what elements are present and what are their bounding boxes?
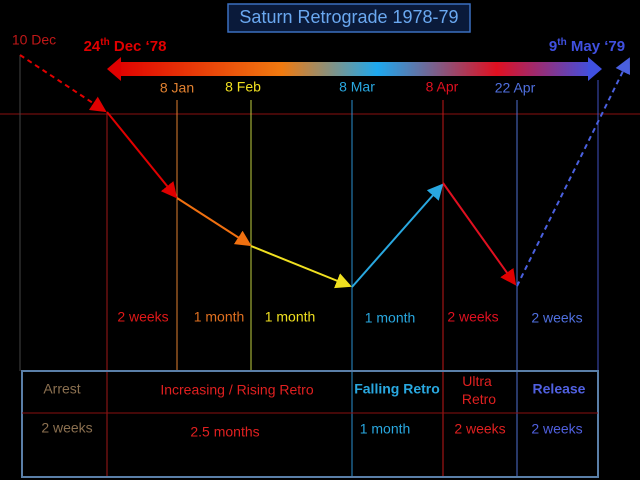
retro-span-bar	[115, 62, 592, 76]
word: Retro	[458, 391, 496, 407]
table-cell: Release	[533, 381, 586, 397]
day: 24	[84, 38, 101, 55]
title-box	[227, 3, 471, 33]
arrow-head	[107, 57, 121, 81]
date-lines	[19, 55, 599, 477]
motion-path	[19, 54, 630, 289]
suffix: th	[557, 37, 566, 48]
table-cell: Ultra Retro	[458, 373, 496, 407]
station-direct-label: 9th May ‘79	[549, 37, 625, 55]
date-label: 22 Apr	[495, 80, 536, 96]
arrow-head	[588, 57, 602, 81]
duration-label: 1 month	[365, 310, 416, 326]
table-cell: Falling Retro	[354, 381, 440, 397]
table-cell: 2.5 months	[190, 424, 259, 440]
table-cell: 1 month	[360, 421, 411, 437]
date-label: 8 Mar	[339, 79, 375, 95]
suffix: th	[100, 37, 109, 48]
table-cell: 2 weeks	[531, 421, 582, 437]
duration-label: 1 month	[194, 309, 245, 325]
start-label: 10 Dec	[12, 32, 56, 48]
table-cell: 2 weeks	[41, 420, 92, 436]
rest: Dec ‘78	[110, 38, 167, 55]
date-label: 8 Feb	[225, 79, 261, 95]
date-label: 8 Apr	[426, 79, 459, 95]
phase-table	[21, 370, 599, 478]
word: Ultra	[462, 373, 492, 389]
day: 9	[549, 38, 557, 55]
date-label: 8 Jan	[160, 80, 194, 96]
rest: May ‘79	[567, 38, 625, 55]
station-retro-label: 24th Dec ‘78	[84, 37, 167, 55]
duration-label: 1 month	[265, 309, 316, 325]
table-cell: Arrest	[43, 381, 80, 397]
title: Saturn Retrograde 1978-79	[239, 7, 458, 27]
table-cell: 2 weeks	[454, 421, 505, 437]
duration-label: 2 weeks	[447, 309, 498, 325]
table-cell: Increasing / Rising Retro	[160, 382, 314, 398]
duration-label: 2 weeks	[531, 310, 582, 326]
duration-label: 2 weeks	[117, 309, 168, 325]
